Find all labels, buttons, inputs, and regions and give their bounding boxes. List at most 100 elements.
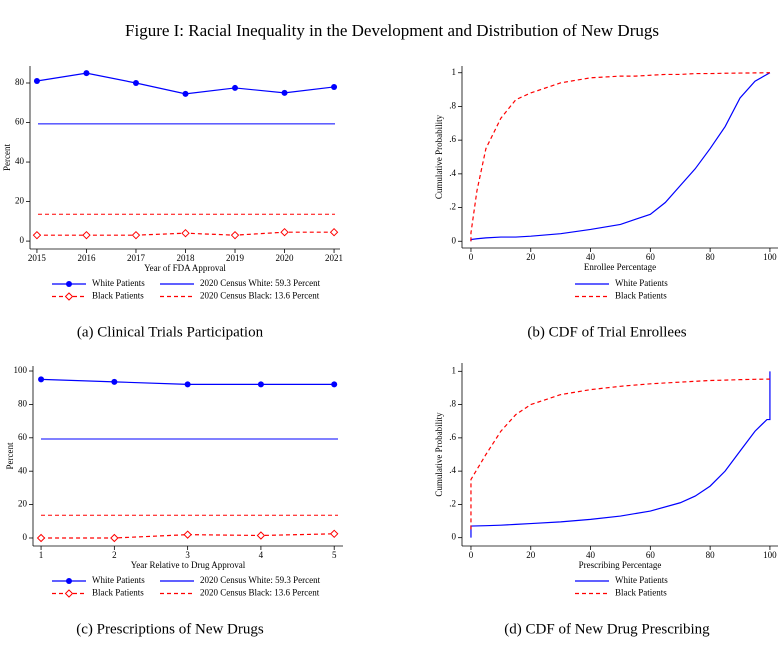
series-line: [470, 371, 771, 538]
x-axis-label: Enrollee Percentage: [584, 262, 656, 272]
legend-label: Black Patients: [615, 588, 667, 598]
data-point: [111, 378, 118, 385]
figure-title: Figure I: Racial Inequality in the Devel…: [125, 21, 659, 40]
x-tick-label: 40: [586, 252, 596, 262]
legend-marker: [66, 578, 72, 584]
series-line: [36, 72, 335, 95]
y-tick-label: 1: [452, 67, 457, 77]
y-tick-label: 40: [18, 465, 28, 475]
series-line: [470, 72, 771, 242]
data-point: [329, 529, 339, 539]
x-tick-label: 2021: [325, 253, 343, 263]
y-tick-label: 0: [452, 532, 457, 542]
x-tick-label: 2016: [77, 253, 96, 263]
x-tick-label: 80: [706, 252, 716, 262]
y-tick-label: 1: [452, 365, 457, 375]
panel-caption: (c) Prescriptions of New Drugs: [76, 621, 264, 637]
x-axis-label: Year Relative to Drug Approval: [131, 560, 246, 570]
x-tick-label: 60: [646, 252, 656, 262]
y-tick-label: .2: [449, 202, 456, 212]
legend-label: Black Patients: [615, 291, 667, 301]
x-tick-label: 40: [586, 550, 596, 560]
y-tick-label: 100: [14, 365, 28, 375]
y-tick-label: 80: [15, 77, 25, 87]
x-axis-label: Year of FDA Approval: [144, 263, 226, 273]
x-tick-label: 60: [646, 550, 656, 560]
y-tick-label: 20: [18, 499, 28, 509]
x-tick-label: 1: [39, 550, 44, 560]
legend-label: White Patients: [615, 575, 668, 585]
data-point: [230, 230, 240, 240]
y-tick-label: .8: [449, 101, 456, 111]
x-tick-label: 4: [259, 550, 264, 560]
y-tick-label: 60: [15, 117, 25, 127]
panel-caption: (a) Clinical Trials Participation: [77, 324, 264, 340]
data-point: [256, 531, 266, 540]
data-point: [83, 70, 90, 77]
series-line: [470, 72, 770, 242]
data-point: [281, 89, 288, 96]
x-tick-label: 80: [706, 550, 716, 560]
legend-label: Black Patients: [92, 291, 144, 301]
data-point: [232, 84, 239, 91]
x-tick-label: 2020: [276, 253, 295, 263]
y-tick-label: 20: [15, 196, 25, 206]
data-point: [331, 83, 338, 90]
data-point: [329, 227, 339, 237]
y-tick-label: .6: [449, 134, 456, 144]
data-point: [183, 530, 192, 539]
x-tick-label: 0: [469, 550, 474, 560]
y-tick-label: .4: [449, 465, 456, 475]
y-axis-label: Percent: [5, 442, 15, 469]
y-tick-label: .4: [449, 168, 456, 178]
data-point: [132, 79, 139, 86]
legend-marker: [64, 589, 74, 598]
legend-label: Black Patients: [92, 588, 144, 598]
x-tick-label: 2017: [127, 253, 146, 263]
data-point: [33, 78, 40, 85]
x-tick-label: 0: [469, 252, 474, 262]
y-tick-label: 40: [15, 156, 25, 166]
data-point: [331, 381, 338, 388]
x-tick-label: 20: [526, 550, 536, 560]
panel-caption: (d) CDF of New Drug Prescribing: [504, 621, 710, 637]
legend-marker: [64, 292, 74, 301]
data-point: [36, 533, 46, 543]
data-point: [184, 381, 191, 388]
data-point: [38, 376, 45, 383]
y-tick-label: .6: [449, 432, 456, 442]
y-tick-label: 80: [18, 398, 28, 408]
data-point: [82, 230, 91, 240]
data-point: [131, 230, 141, 240]
data-point: [181, 228, 190, 238]
legend-label: White Patients: [92, 278, 145, 288]
x-tick-label: 2018: [176, 253, 195, 263]
y-tick-label: 0: [452, 235, 457, 245]
data-point: [32, 230, 42, 240]
y-axis-label: Percent: [2, 144, 12, 171]
legend-marker: [66, 281, 72, 287]
panel-caption: (b) CDF of Trial Enrollees: [527, 324, 686, 340]
x-tick-label: 3: [185, 550, 190, 560]
legend-label: 2020 Census White: 59.3 Percent: [200, 278, 321, 288]
x-tick-label: 2019: [226, 253, 245, 263]
data-point: [110, 533, 119, 543]
y-tick-label: 0: [23, 532, 28, 542]
x-tick-label: 2015: [28, 253, 47, 263]
y-tick-label: 0: [20, 235, 25, 245]
series-line: [470, 378, 770, 530]
y-axis-label: Cumulative Probability: [434, 114, 444, 199]
y-axis-label: Cumulative Probability: [434, 412, 444, 497]
legend-label: White Patients: [615, 278, 668, 288]
x-axis-label: Prescribing Percentage: [579, 560, 662, 570]
legend-label: White Patients: [92, 575, 145, 585]
y-tick-label: 60: [18, 432, 28, 442]
x-tick-label: 20: [526, 252, 536, 262]
x-tick-label: 100: [763, 550, 777, 560]
x-tick-label: 2: [112, 550, 117, 560]
y-tick-label: .2: [449, 498, 456, 508]
legend-label: 2020 Census White: 59.3 Percent: [200, 575, 321, 585]
x-tick-label: 100: [763, 252, 777, 262]
data-point: [257, 381, 264, 388]
